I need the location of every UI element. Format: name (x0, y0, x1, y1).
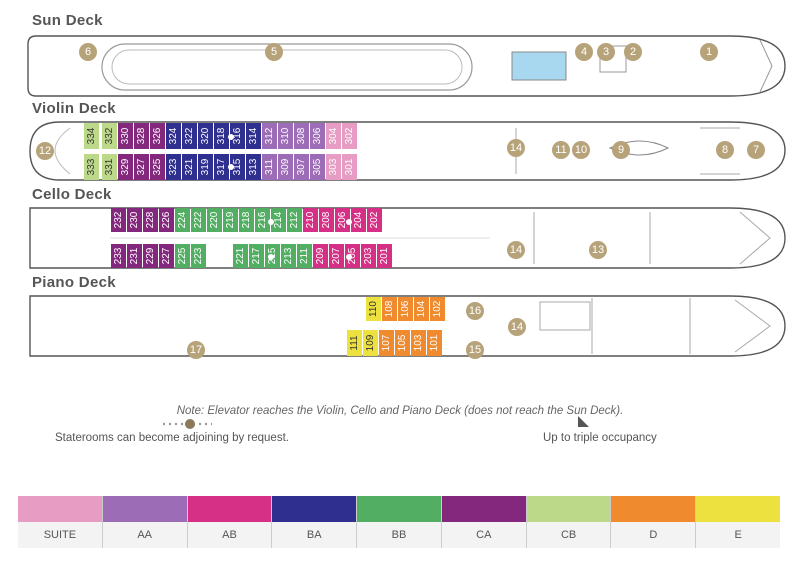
adjoining-label: Staterooms can become adjoining by reque… (55, 432, 289, 444)
legend-ba: BA (272, 496, 357, 548)
legend-e: E (696, 496, 780, 548)
triple-occupancy-symbol (578, 416, 589, 427)
triple-occupancy-label: Up to triple occupancy (543, 432, 657, 444)
category-legend: SUITE AA AB BA BB CA CB D E (18, 496, 780, 548)
legend-cb: CB (527, 496, 612, 548)
legend-ab: AB (188, 496, 273, 548)
legend-aa: AA (103, 496, 188, 548)
legend-d: D (611, 496, 696, 548)
elevator-note: Note: Elevator reaches the Violin, Cello… (0, 405, 800, 417)
legend-ca: CA (442, 496, 527, 548)
legend-bb: BB (357, 496, 442, 548)
legend-suite: SUITE (18, 496, 103, 548)
adjoining-dot (185, 419, 195, 429)
